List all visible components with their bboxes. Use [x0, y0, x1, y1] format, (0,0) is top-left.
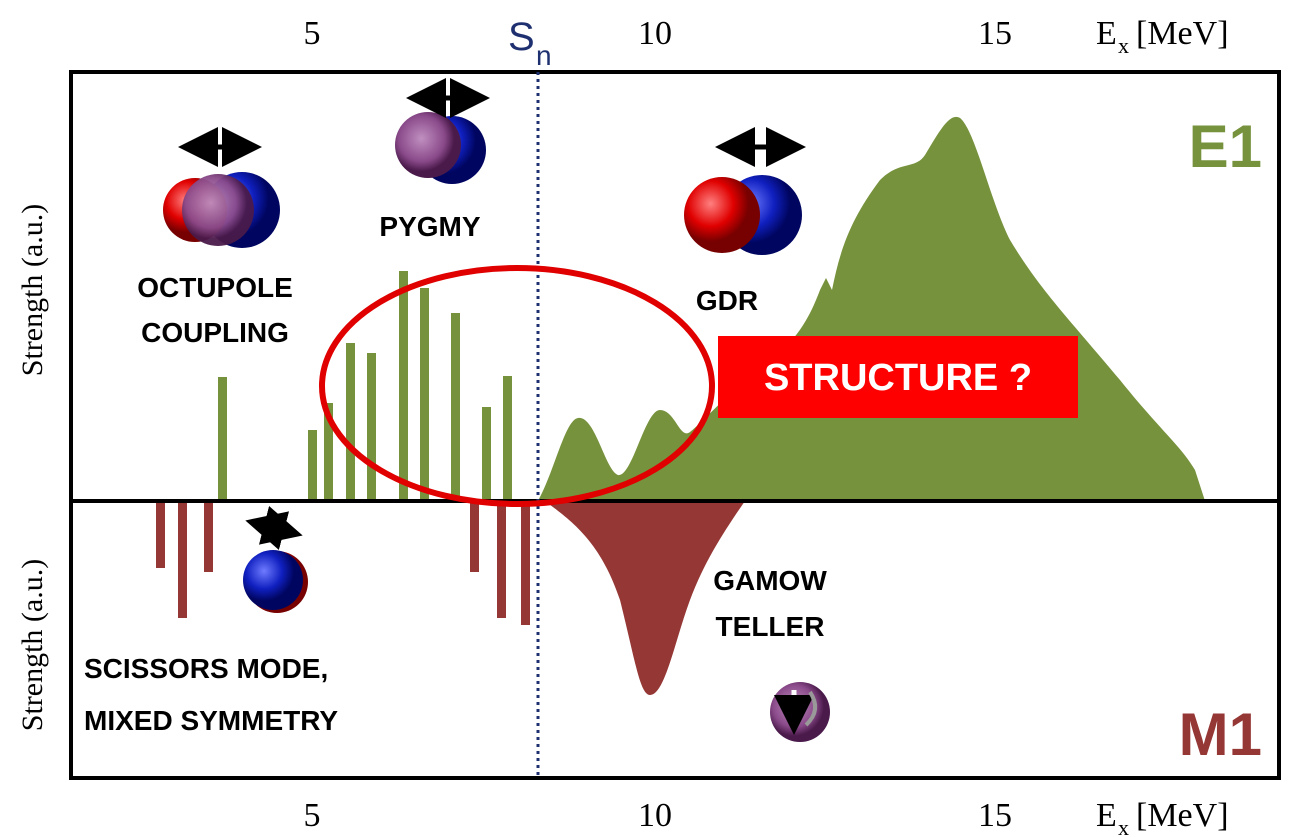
gamow-label: TELLER — [716, 611, 825, 642]
octupole-label: OCTUPOLE — [137, 272, 293, 303]
highlight-ellipse — [319, 265, 715, 507]
frame — [69, 70, 1281, 780]
e1-tag: E1 — [1189, 113, 1262, 180]
bar — [324, 403, 333, 501]
gdr-label: GDR — [696, 285, 758, 316]
bar — [399, 271, 408, 501]
axis-symbol: E — [1096, 797, 1117, 834]
octupole-label: COUPLING — [141, 317, 289, 348]
top-tick: 5 — [304, 15, 321, 52]
scissors-icon — [243, 506, 308, 613]
top-tick: 10 — [638, 15, 672, 52]
bar — [218, 377, 227, 501]
m1-tag: M1 — [1179, 701, 1262, 768]
m1-bars — [156, 501, 530, 625]
e1-strength-area — [538, 116, 1205, 502]
bar — [521, 501, 530, 625]
bar — [204, 501, 213, 572]
scissors-label: SCISSORS MODE, — [84, 653, 328, 684]
top-tick: 15 — [978, 15, 1012, 52]
bar — [156, 501, 165, 568]
pygmy-label: PYGMY — [379, 211, 480, 242]
bottom-tick: 5 — [304, 797, 321, 834]
y-label: Strength (a.u.) — [16, 204, 49, 376]
structure-box — [718, 336, 1078, 418]
gamow-label: GAMOW — [713, 565, 827, 596]
bar — [420, 288, 429, 501]
scissors-label: MIXED SYMMETRY — [84, 705, 338, 736]
bar — [482, 407, 491, 501]
bar — [451, 313, 460, 501]
structure-label: STRUCTURE ? — [764, 357, 1032, 399]
m1-strength-area — [545, 501, 745, 695]
axis-subscript: x — [1118, 33, 1129, 58]
bar — [497, 501, 506, 618]
bar — [503, 376, 512, 501]
axis-subscript: x — [1118, 815, 1129, 837]
octupole-icon — [163, 127, 280, 248]
sn-subscript: n — [536, 40, 552, 71]
bar — [308, 430, 317, 501]
pygmy-icon — [395, 78, 490, 184]
sn-symbol: S — [508, 15, 535, 59]
gamow-teller-icon — [770, 682, 830, 742]
y-label: Strength (a.u.) — [16, 559, 49, 731]
axis-unit: [MeV] — [1136, 15, 1229, 52]
bar — [346, 343, 355, 501]
bar — [367, 353, 376, 501]
bottom-tick: 15 — [978, 797, 1012, 834]
axis-symbol: E — [1096, 15, 1117, 52]
bar — [178, 501, 187, 618]
gdr-icon — [684, 127, 806, 255]
bottom-tick: 10 — [638, 797, 672, 834]
bar — [470, 501, 479, 572]
e1-bars — [218, 271, 512, 501]
axis-unit: [MeV] — [1136, 797, 1229, 834]
